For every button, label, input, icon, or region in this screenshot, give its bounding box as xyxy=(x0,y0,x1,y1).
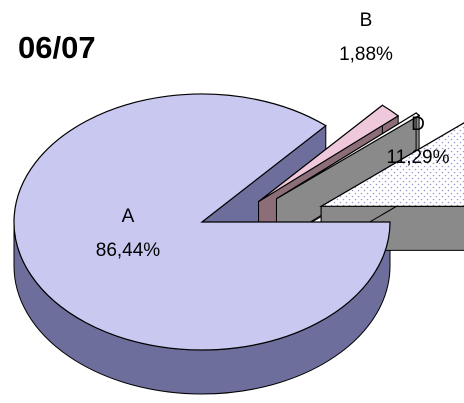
slice-b-label: B xyxy=(360,10,373,31)
slice-b xyxy=(258,104,400,203)
chart-title: 06/07 xyxy=(18,30,96,65)
slice-d-label: D xyxy=(411,114,425,135)
slice-a xyxy=(13,93,391,351)
slice-d-percent: 11,29% xyxy=(386,147,449,168)
slice-a-label: A xyxy=(122,206,135,227)
slice-b-percent: 1,88% xyxy=(339,44,393,65)
slice-a-percent: 86,44% xyxy=(96,240,161,261)
slice-c xyxy=(276,112,421,200)
slice-d xyxy=(318,122,464,207)
